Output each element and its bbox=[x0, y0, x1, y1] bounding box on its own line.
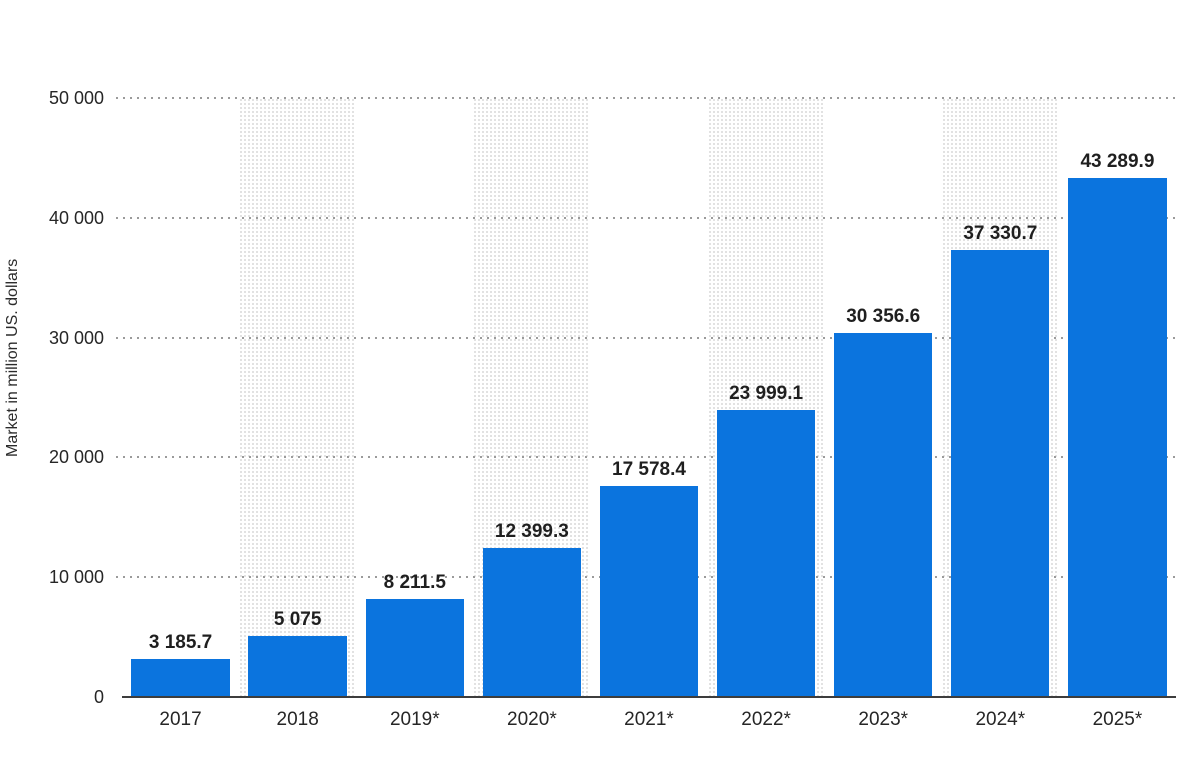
column-2017: 3 185.7 bbox=[122, 98, 239, 697]
bar-2021[interactable] bbox=[599, 486, 699, 697]
gridline bbox=[116, 216, 1176, 219]
y-tick-label: 30 000 bbox=[48, 327, 104, 348]
bar-2023[interactable] bbox=[834, 333, 933, 697]
value-label: 30 356.6 bbox=[846, 306, 921, 328]
column-2018: 5 075 bbox=[239, 98, 357, 697]
y-axis-tick-labels: 0 10 000 20 000 30 000 40 000 50 000 bbox=[0, 89, 104, 706]
x-tick-label: 2024* bbox=[975, 709, 1026, 730]
y-tick-label: 0 bbox=[93, 687, 104, 707]
value-label: 17 578.4 bbox=[612, 459, 686, 481]
bar-2020[interactable] bbox=[482, 548, 582, 697]
bar-2018[interactable] bbox=[248, 636, 347, 697]
bar-2024[interactable] bbox=[951, 249, 1050, 697]
value-label: 3 185.7 bbox=[148, 631, 213, 653]
gridline bbox=[116, 97, 1176, 99]
plot-area: 3 185.7 5 075 8 211.5 12 399.3 17 578.4 23 99… bbox=[116, 97, 1176, 698]
value-label: 37 330.7 bbox=[963, 222, 1038, 244]
x-tick-label: 2021* bbox=[624, 709, 674, 730]
value-label: 23 999.1 bbox=[729, 382, 804, 404]
x-tick-label: 2020* bbox=[507, 709, 557, 730]
value-label: 43 289.9 bbox=[1080, 151, 1155, 173]
column-2025: 43 289.9 bbox=[1059, 98, 1176, 697]
column-2023: 30 356.6 bbox=[825, 98, 942, 697]
x-tick-label: 2025* bbox=[1092, 709, 1143, 730]
value-label: 5 075 bbox=[273, 609, 322, 631]
x-tick-label: 2018 bbox=[276, 709, 319, 730]
y-tick-label: 40 000 bbox=[48, 207, 104, 228]
column-2021: 17 578.4 bbox=[590, 98, 707, 697]
bar-2017[interactable] bbox=[131, 658, 230, 697]
background-stripe bbox=[239, 98, 357, 697]
y-tick-label: 20 000 bbox=[48, 447, 104, 468]
y-tick-label: 50 000 bbox=[48, 88, 104, 108]
x-tick-label: 2023* bbox=[858, 709, 909, 730]
value-label: 8 211.5 bbox=[383, 571, 446, 593]
bar-2022[interactable] bbox=[716, 409, 816, 697]
y-tick-label: 10 000 bbox=[48, 567, 104, 588]
x-tick-label: 2022* bbox=[741, 709, 791, 730]
x-tick-label: 2019* bbox=[389, 709, 440, 730]
column-2022: 23 999.1 bbox=[707, 98, 825, 697]
column-2024: 37 330.7 bbox=[941, 98, 1059, 697]
gridline bbox=[116, 336, 1176, 339]
bar-2019[interactable] bbox=[365, 598, 464, 697]
column-2019: 8 211.5 bbox=[356, 98, 473, 697]
x-axis-line bbox=[122, 696, 1176, 698]
bar-2025[interactable] bbox=[1068, 178, 1167, 697]
column-2020: 12 399.3 bbox=[473, 98, 591, 697]
x-tick-label: 2017 bbox=[159, 709, 202, 730]
value-label: 12 399.3 bbox=[494, 521, 569, 543]
gridline bbox=[116, 456, 1176, 459]
x-axis-tick-labels: 2017 2018 2019* 2020* 2021* 2022* 2023* 2024* 20… bbox=[122, 706, 1176, 734]
